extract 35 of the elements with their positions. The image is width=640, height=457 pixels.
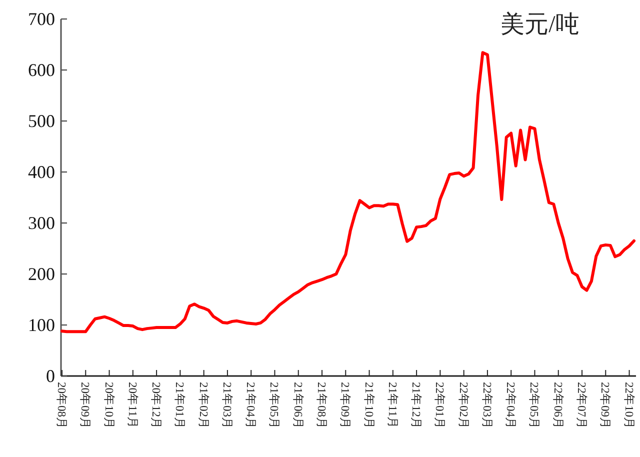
y-tick-label: 500 (28, 111, 55, 131)
x-tick-label: 22年06月 (551, 382, 564, 429)
x-tick-label: 21年08月 (315, 382, 328, 429)
y-tick-label: 300 (28, 213, 55, 233)
x-tick-label: 21年04月 (244, 382, 258, 429)
x-tick-label: 22年02月 (456, 382, 470, 429)
y-tick-label: 100 (28, 315, 55, 335)
x-tick-label: 22年09月 (598, 382, 612, 429)
y-axis-title: 美元/吨 (500, 11, 580, 38)
y-tick-label: 200 (28, 264, 55, 284)
y-tick-label: 400 (28, 162, 55, 182)
x-tick-label: 21年05月 (268, 382, 281, 429)
x-tick-label: 22年10月 (622, 382, 636, 429)
x-tick-label: 20年11月 (126, 382, 139, 429)
y-tick-label: 0 (46, 366, 55, 386)
x-tick-label: 20年08月 (55, 382, 68, 429)
y-tick-label: 700 (28, 9, 55, 29)
x-tick-label: 20年12月 (150, 382, 163, 429)
x-tick-label: 21年01月 (173, 382, 186, 429)
x-tick-label: 20年09月 (78, 382, 92, 429)
x-tick-label: 21年10月 (362, 382, 376, 429)
x-tick-label: 22年01月 (433, 382, 446, 429)
x-tick-label: 21年12月 (410, 382, 423, 429)
x-tick-label: 20年10月 (102, 382, 116, 429)
x-tick-label: 21年09月 (338, 382, 352, 429)
x-tick-label: 22年03月 (480, 382, 494, 429)
x-tick-label: 22年04月 (504, 382, 518, 429)
y-tick-label: 600 (28, 60, 55, 80)
x-tick-label: 21年06月 (291, 382, 304, 429)
x-tick-label: 21年03月 (220, 382, 234, 429)
x-tick-label: 22年07月 (575, 382, 588, 429)
x-tick-label: 22年05月 (528, 382, 541, 429)
x-tick-label: 21年02月 (196, 382, 210, 429)
line-series (60, 51, 636, 334)
x-tick-label: 21年11月 (386, 382, 399, 429)
